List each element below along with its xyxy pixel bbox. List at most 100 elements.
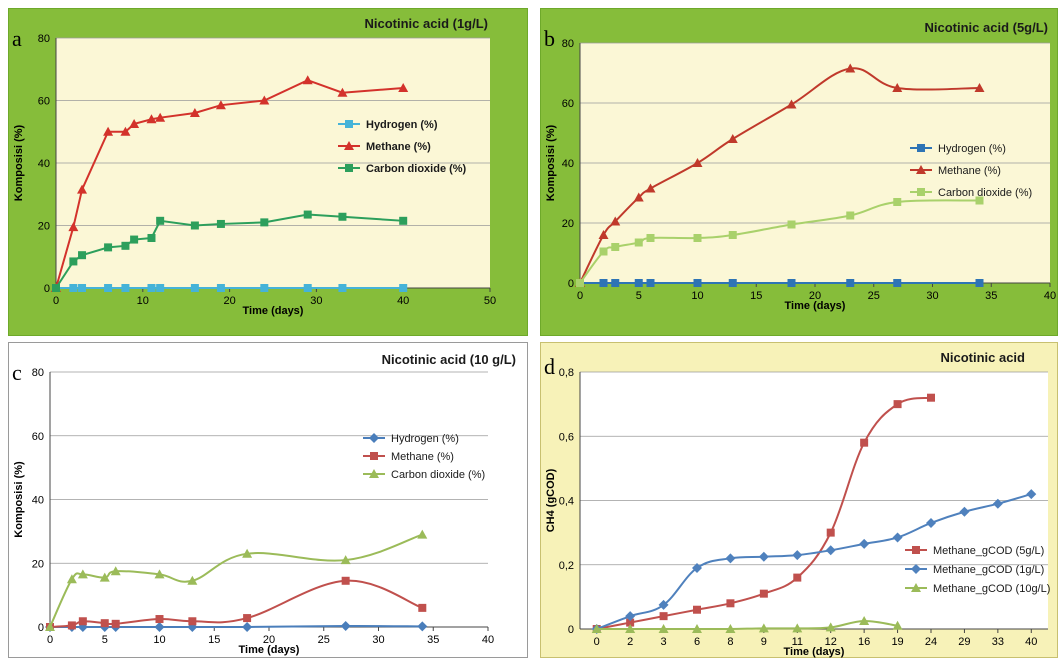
legend-marker	[345, 164, 353, 172]
series-line	[596, 619, 898, 631]
data-point	[859, 615, 870, 625]
data-point	[103, 126, 114, 136]
x-tick-label: 5	[102, 634, 108, 646]
data-point	[610, 216, 621, 226]
legend-label: Methane (%)	[391, 451, 454, 463]
data-point	[975, 196, 984, 205]
data-point	[846, 211, 855, 220]
data-point	[725, 553, 736, 564]
x-tick-label: 0	[577, 290, 583, 302]
y-tick-label: 20	[32, 558, 44, 570]
data-point	[78, 284, 87, 292]
data-point	[100, 619, 109, 628]
y-tick-label: 40	[32, 495, 44, 507]
legend-entry: Hydrogen (%)	[338, 119, 438, 131]
y-tick-label: 0,2	[559, 560, 574, 572]
data-point	[634, 279, 643, 287]
data-point	[959, 506, 970, 517]
data-point	[826, 528, 835, 537]
data-point	[692, 562, 702, 573]
panel-letter: c	[12, 360, 22, 385]
x-tick-label: 2	[627, 636, 633, 648]
y-tick-label: 0,8	[559, 367, 574, 379]
legend-marker	[917, 144, 925, 152]
data-point	[242, 622, 253, 632]
data-point	[728, 231, 737, 239]
y-tick-label: 0	[38, 622, 44, 634]
y-tick-label: 0	[44, 283, 50, 295]
y-tick-label: 0,6	[559, 431, 574, 443]
series-2	[46, 576, 427, 631]
legend-entry: Methane (%)	[338, 141, 431, 153]
data-point	[190, 221, 199, 230]
legend-label: Hydrogen (%)	[938, 143, 1006, 155]
data-point	[260, 218, 269, 227]
data-point	[154, 622, 165, 632]
data-point	[658, 599, 669, 610]
legend-label: Carbon dioxide (%)	[366, 163, 467, 175]
data-point	[340, 555, 351, 565]
legend-label: Hydrogen (%)	[366, 119, 438, 131]
data-point	[974, 83, 985, 92]
series-line	[55, 79, 404, 289]
data-point	[759, 589, 768, 598]
data-point	[399, 284, 408, 292]
data-point	[659, 612, 668, 621]
chart-panel-c: 0 20 40 60 80 0 5 10 15 20 25 30 35 40 Time (days) Komp…	[8, 342, 528, 658]
series-1	[52, 284, 408, 292]
data-point	[992, 498, 1003, 509]
legend-marker	[369, 433, 379, 443]
chart-panel-a: 0 20 40 60 80 0 10 20 30 40 50 Time (days) Komposisi…	[8, 8, 528, 336]
data-point	[243, 614, 252, 623]
y-axis-label: Komposisi (%)	[545, 124, 557, 201]
legend-label: Methane_gCOD (5g/L)	[933, 545, 1044, 557]
legend-label: Carbon dioxide (%)	[938, 187, 1032, 199]
data-point	[302, 75, 313, 85]
x-axis-label: Time (days)	[243, 305, 304, 317]
data-point	[66, 574, 77, 584]
data-point	[693, 234, 702, 242]
y-tick-label: 60	[562, 98, 574, 110]
data-point	[693, 279, 702, 287]
x-tick-label: 8	[727, 636, 733, 648]
y-tick-label: 40	[562, 158, 574, 170]
series-line	[49, 579, 423, 628]
data-point	[303, 284, 312, 292]
data-point	[598, 230, 609, 239]
x-tick-label: 24	[925, 636, 937, 648]
x-tick-label: 5	[636, 290, 642, 302]
chart-panel-b: 0 20 40 60 80 0 5 10 15 20 25 30 35 40 Time (days) Komp…	[540, 8, 1058, 336]
y-tick-label: 0	[568, 278, 574, 290]
data-point	[155, 112, 166, 122]
x-tick-label: 25	[318, 634, 330, 646]
legend-entry: Methane_gCOD (5g/L)	[905, 545, 1044, 557]
legend-entry: Hydrogen (%)	[910, 143, 1006, 155]
chart-c-svg: 0 20 40 60 80 0 5 10 15 20 25 30 35 40 Time (days) Komp…	[8, 342, 528, 658]
y-tick-label: 20	[562, 218, 574, 230]
data-point	[77, 184, 88, 194]
data-point	[216, 219, 225, 228]
y-tick-label: 0	[568, 624, 574, 636]
chart-title: Nicotinic acid (5g/L)	[924, 20, 1048, 35]
x-tick-label: 11	[792, 636, 803, 648]
x-tick-label: 0	[594, 636, 600, 648]
data-point	[156, 216, 165, 225]
data-point	[341, 576, 350, 585]
legend-marker	[345, 120, 353, 128]
data-point	[242, 548, 253, 558]
data-point	[845, 63, 856, 73]
x-tick-label: 19	[891, 636, 903, 648]
data-point	[99, 572, 110, 582]
data-point	[658, 624, 669, 633]
data-point	[45, 622, 55, 631]
data-point	[121, 241, 130, 250]
data-point	[338, 284, 347, 292]
data-point	[189, 108, 200, 117]
y-tick-label: 40	[38, 158, 50, 170]
data-point	[130, 235, 139, 244]
data-point	[1026, 489, 1037, 500]
data-point	[860, 438, 869, 447]
data-point	[187, 575, 198, 585]
chart-b-svg: 0 20 40 60 80 0 5 10 15 20 25 30 35 40 Time (days) Komp…	[540, 8, 1058, 336]
legend-label: Carbon dioxide (%)	[391, 469, 485, 481]
